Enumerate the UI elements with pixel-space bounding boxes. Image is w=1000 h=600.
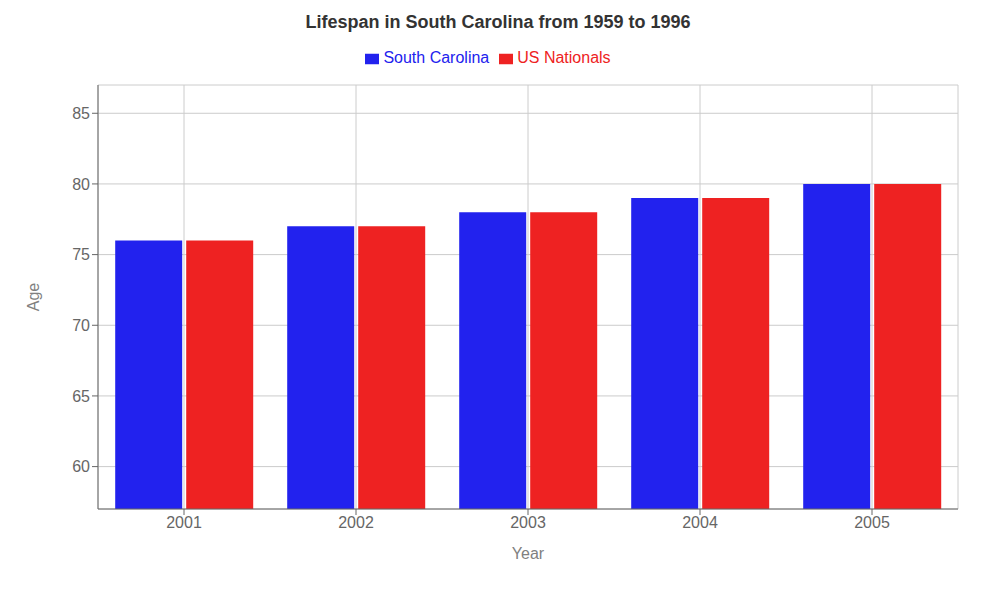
svg-text:65: 65 xyxy=(72,388,90,405)
svg-text:60: 60 xyxy=(72,458,90,475)
svg-text:Year: Year xyxy=(512,545,545,562)
html-text:South Carolina: South Carolina xyxy=(383,49,490,66)
html-text:Lifespan in South Carolina fro: Lifespan in South Carolina from 1959 to … xyxy=(305,12,691,32)
svg-text:2001: 2001 xyxy=(166,514,202,531)
svg-text:80: 80 xyxy=(72,176,90,193)
svg-text:Age: Age xyxy=(25,283,42,312)
html-text:US Nationals: US Nationals xyxy=(517,49,611,66)
svg-text:85: 85 xyxy=(72,105,90,122)
svg-text:2004: 2004 xyxy=(682,514,718,531)
svg-text:70: 70 xyxy=(72,317,90,334)
svg-text:2005: 2005 xyxy=(854,514,890,531)
svg-text:2002: 2002 xyxy=(338,514,374,531)
svg-text:75: 75 xyxy=(72,246,90,263)
svg-text:2003: 2003 xyxy=(510,514,546,531)
